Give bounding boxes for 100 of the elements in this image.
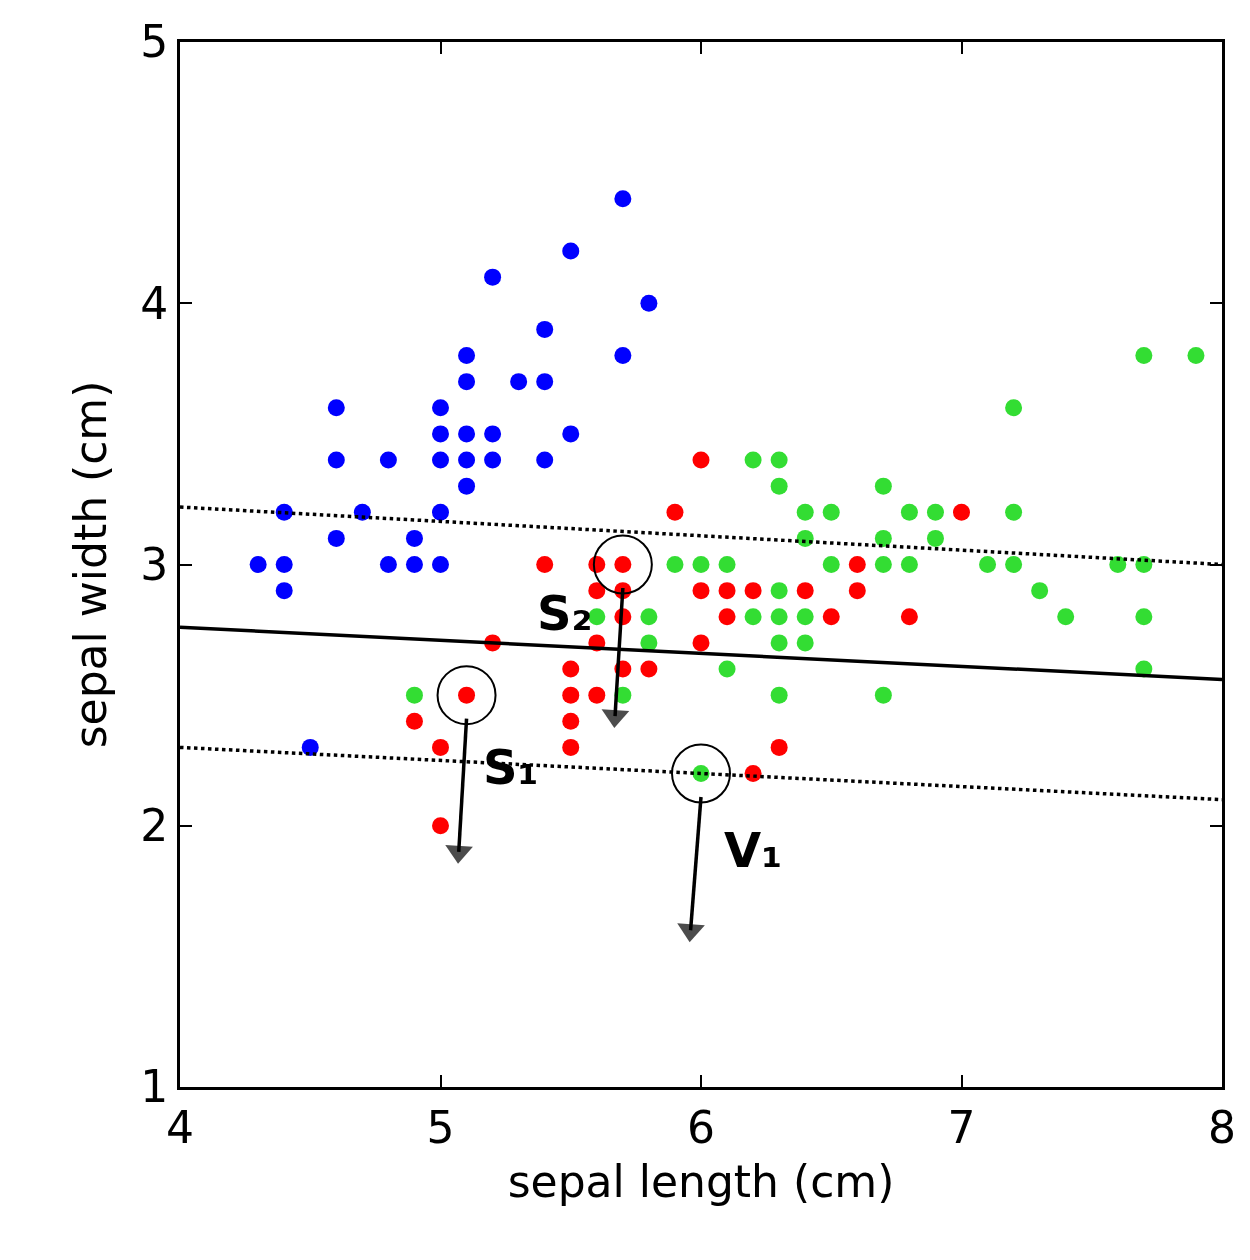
- point: [692, 556, 710, 573]
- point: [770, 634, 788, 652]
- point: [275, 582, 293, 600]
- point: [458, 347, 476, 364]
- x-axis-title: sepal length (cm): [507, 1156, 895, 1208]
- point: [671, 743, 731, 804]
- point: [822, 556, 840, 573]
- point: [562, 425, 580, 443]
- point: [562, 738, 580, 756]
- point: [1005, 399, 1023, 417]
- point: [744, 608, 762, 626]
- point: [874, 477, 892, 495]
- point: [692, 582, 710, 600]
- point: [432, 503, 449, 521]
- x-tick-label: 6: [687, 1101, 715, 1153]
- point: [327, 451, 345, 469]
- point: [822, 503, 840, 521]
- point: [874, 529, 892, 547]
- point: [436, 665, 497, 726]
- annotation: S₂: [537, 585, 593, 641]
- point: [979, 556, 997, 573]
- point: [666, 503, 684, 521]
- point: [874, 556, 892, 573]
- point: [1005, 503, 1023, 521]
- point: [379, 451, 397, 469]
- y-tick-label: 3: [140, 538, 169, 590]
- point: [379, 556, 397, 573]
- point: [718, 660, 736, 678]
- point: [848, 556, 866, 573]
- annotation: V₁: [724, 822, 783, 878]
- point: [588, 686, 606, 704]
- point: [327, 399, 345, 417]
- point: [718, 556, 736, 573]
- point: [796, 634, 814, 652]
- point: [536, 556, 554, 573]
- point: [562, 242, 580, 260]
- point: [432, 451, 449, 469]
- point: [562, 686, 580, 704]
- x-tick-label: 7: [947, 1101, 976, 1153]
- x-tick-label: 5: [426, 1101, 455, 1153]
- point: [614, 190, 632, 208]
- point: [796, 582, 814, 600]
- point: [405, 556, 423, 573]
- point: [353, 503, 371, 521]
- point: [770, 738, 788, 756]
- point: [1135, 347, 1153, 364]
- point: [562, 660, 580, 678]
- y-tick-label: 5: [140, 16, 169, 68]
- point: [900, 503, 918, 521]
- point: [405, 712, 423, 730]
- point: [744, 582, 762, 600]
- point: [536, 373, 554, 391]
- point: [1135, 608, 1153, 626]
- annotation: S₁: [483, 739, 539, 795]
- point: [770, 582, 788, 600]
- point: [926, 503, 944, 521]
- point: [848, 582, 866, 600]
- point: [562, 712, 580, 730]
- point: [405, 529, 423, 547]
- point: [640, 634, 658, 652]
- point: [432, 738, 449, 756]
- point: [536, 320, 554, 338]
- point: [796, 503, 814, 521]
- point: [588, 582, 606, 600]
- point: [1187, 347, 1205, 364]
- point: [640, 294, 658, 312]
- point: [744, 451, 762, 469]
- point: [405, 686, 423, 704]
- point: [275, 556, 293, 573]
- point: [900, 608, 918, 626]
- point: [432, 399, 449, 417]
- point: [1057, 608, 1075, 626]
- point: [249, 556, 267, 573]
- point: [770, 477, 788, 495]
- point: [640, 660, 658, 678]
- y-tick-label: 2: [140, 800, 169, 852]
- point: [796, 608, 814, 626]
- y-tick-label: 1: [140, 1061, 169, 1113]
- point: [536, 451, 554, 469]
- y-tick-label: 4: [140, 277, 169, 329]
- point: [432, 556, 449, 573]
- x-tick-label: 8: [1208, 1101, 1236, 1153]
- point: [432, 425, 449, 443]
- point: [874, 686, 892, 704]
- point: [770, 686, 788, 704]
- point: [458, 373, 476, 391]
- point: [458, 477, 476, 495]
- point: [484, 425, 502, 443]
- point: [822, 608, 840, 626]
- point: [458, 425, 476, 443]
- point: [953, 503, 970, 521]
- point: [484, 451, 502, 469]
- point: [301, 738, 319, 756]
- point: [484, 268, 502, 286]
- point: [327, 529, 345, 547]
- point: [1005, 556, 1023, 573]
- point: [592, 534, 653, 595]
- point: [926, 529, 944, 547]
- point: [510, 373, 528, 391]
- point: [458, 451, 476, 469]
